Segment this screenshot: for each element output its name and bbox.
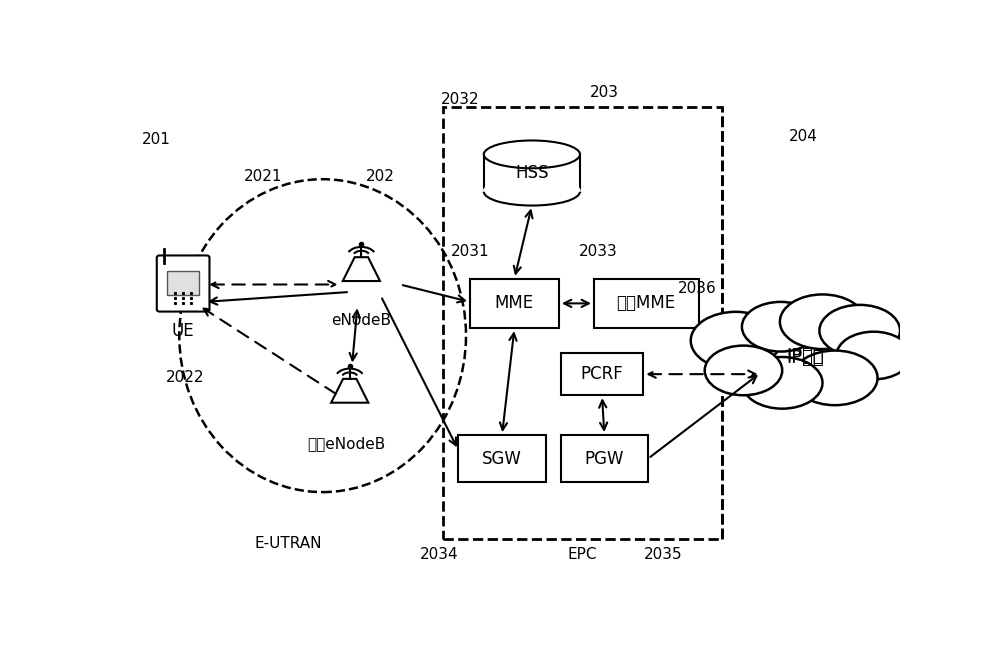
Text: PGW: PGW xyxy=(585,450,624,468)
FancyBboxPatch shape xyxy=(594,279,698,328)
Ellipse shape xyxy=(484,178,580,206)
Ellipse shape xyxy=(484,141,580,168)
Text: 202: 202 xyxy=(366,169,395,184)
Polygon shape xyxy=(331,379,368,402)
Text: 2022: 2022 xyxy=(166,370,205,385)
Text: IP业务: IP业务 xyxy=(787,349,824,367)
FancyBboxPatch shape xyxy=(561,435,648,482)
Text: EPC: EPC xyxy=(568,547,597,562)
Text: UE: UE xyxy=(172,322,194,340)
Text: 2034: 2034 xyxy=(420,547,458,562)
Text: 2036: 2036 xyxy=(678,281,716,296)
Text: 2021: 2021 xyxy=(244,169,282,184)
Text: 2032: 2032 xyxy=(440,92,479,107)
Text: IP业务: IP业务 xyxy=(787,346,824,364)
Text: 其它eNodeB: 其它eNodeB xyxy=(307,437,385,451)
Circle shape xyxy=(780,294,865,349)
Text: PCRF: PCRF xyxy=(581,365,623,383)
Circle shape xyxy=(742,357,822,409)
Text: 2035: 2035 xyxy=(644,547,683,562)
Circle shape xyxy=(819,305,900,357)
Text: E-UTRAN: E-UTRAN xyxy=(254,536,322,551)
FancyBboxPatch shape xyxy=(458,435,546,482)
Text: 其它MME: 其它MME xyxy=(617,294,676,312)
Text: 2031: 2031 xyxy=(451,244,489,259)
Circle shape xyxy=(792,351,878,405)
FancyBboxPatch shape xyxy=(157,255,209,312)
Text: 201: 201 xyxy=(142,132,170,147)
FancyBboxPatch shape xyxy=(167,271,199,295)
Circle shape xyxy=(836,332,911,379)
Polygon shape xyxy=(343,257,380,281)
FancyBboxPatch shape xyxy=(484,154,580,192)
Circle shape xyxy=(742,302,819,352)
Circle shape xyxy=(705,346,782,395)
Text: eNodeB: eNodeB xyxy=(331,313,391,328)
Text: 2033: 2033 xyxy=(578,244,617,259)
Text: 204: 204 xyxy=(789,130,818,144)
Text: MME: MME xyxy=(495,294,534,312)
Text: SGW: SGW xyxy=(482,450,522,468)
Text: 203: 203 xyxy=(589,84,618,100)
FancyBboxPatch shape xyxy=(561,353,643,395)
Text: HSS: HSS xyxy=(515,164,549,182)
FancyBboxPatch shape xyxy=(470,279,559,328)
Circle shape xyxy=(691,312,781,370)
